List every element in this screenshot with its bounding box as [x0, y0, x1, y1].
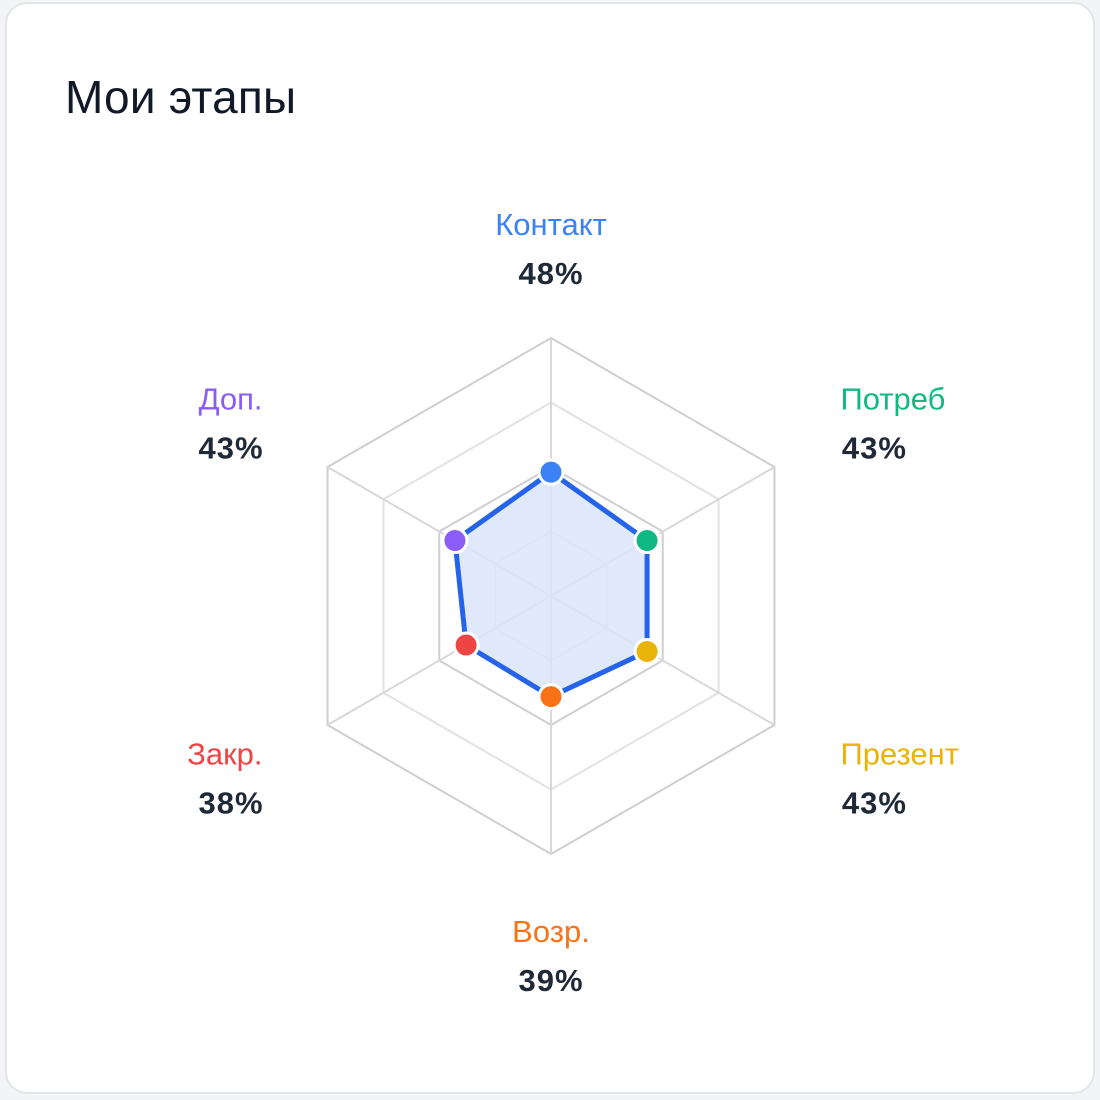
axis-label: Потреб: [840, 382, 945, 417]
axis-value: 39%: [518, 963, 583, 998]
axis-label: Контакт: [495, 207, 607, 242]
axis-label: Возр.: [512, 914, 590, 949]
data-point[interactable]: [633, 527, 661, 555]
axis-value: 43%: [199, 431, 264, 466]
axis-label: Доп.: [199, 382, 263, 417]
radar-labels: Контакт 48% Потреб 43% Презент 43% Возр. 39% Зак…: [187, 207, 959, 998]
data-point[interactable]: [441, 527, 469, 555]
data-point[interactable]: [452, 631, 480, 659]
data-point[interactable]: [537, 458, 565, 486]
axis-value: 43%: [842, 431, 907, 466]
axis-label: Закр.: [187, 737, 262, 772]
axis-value: 38%: [199, 786, 264, 821]
card-title: Мои этапы: [65, 71, 297, 123]
data-point[interactable]: [537, 683, 565, 711]
data-point[interactable]: [633, 637, 661, 665]
radar-series: [441, 458, 661, 711]
axis-value: 43%: [842, 786, 907, 821]
axis-value: 48%: [518, 256, 583, 291]
axis-label: Презент: [840, 737, 959, 772]
